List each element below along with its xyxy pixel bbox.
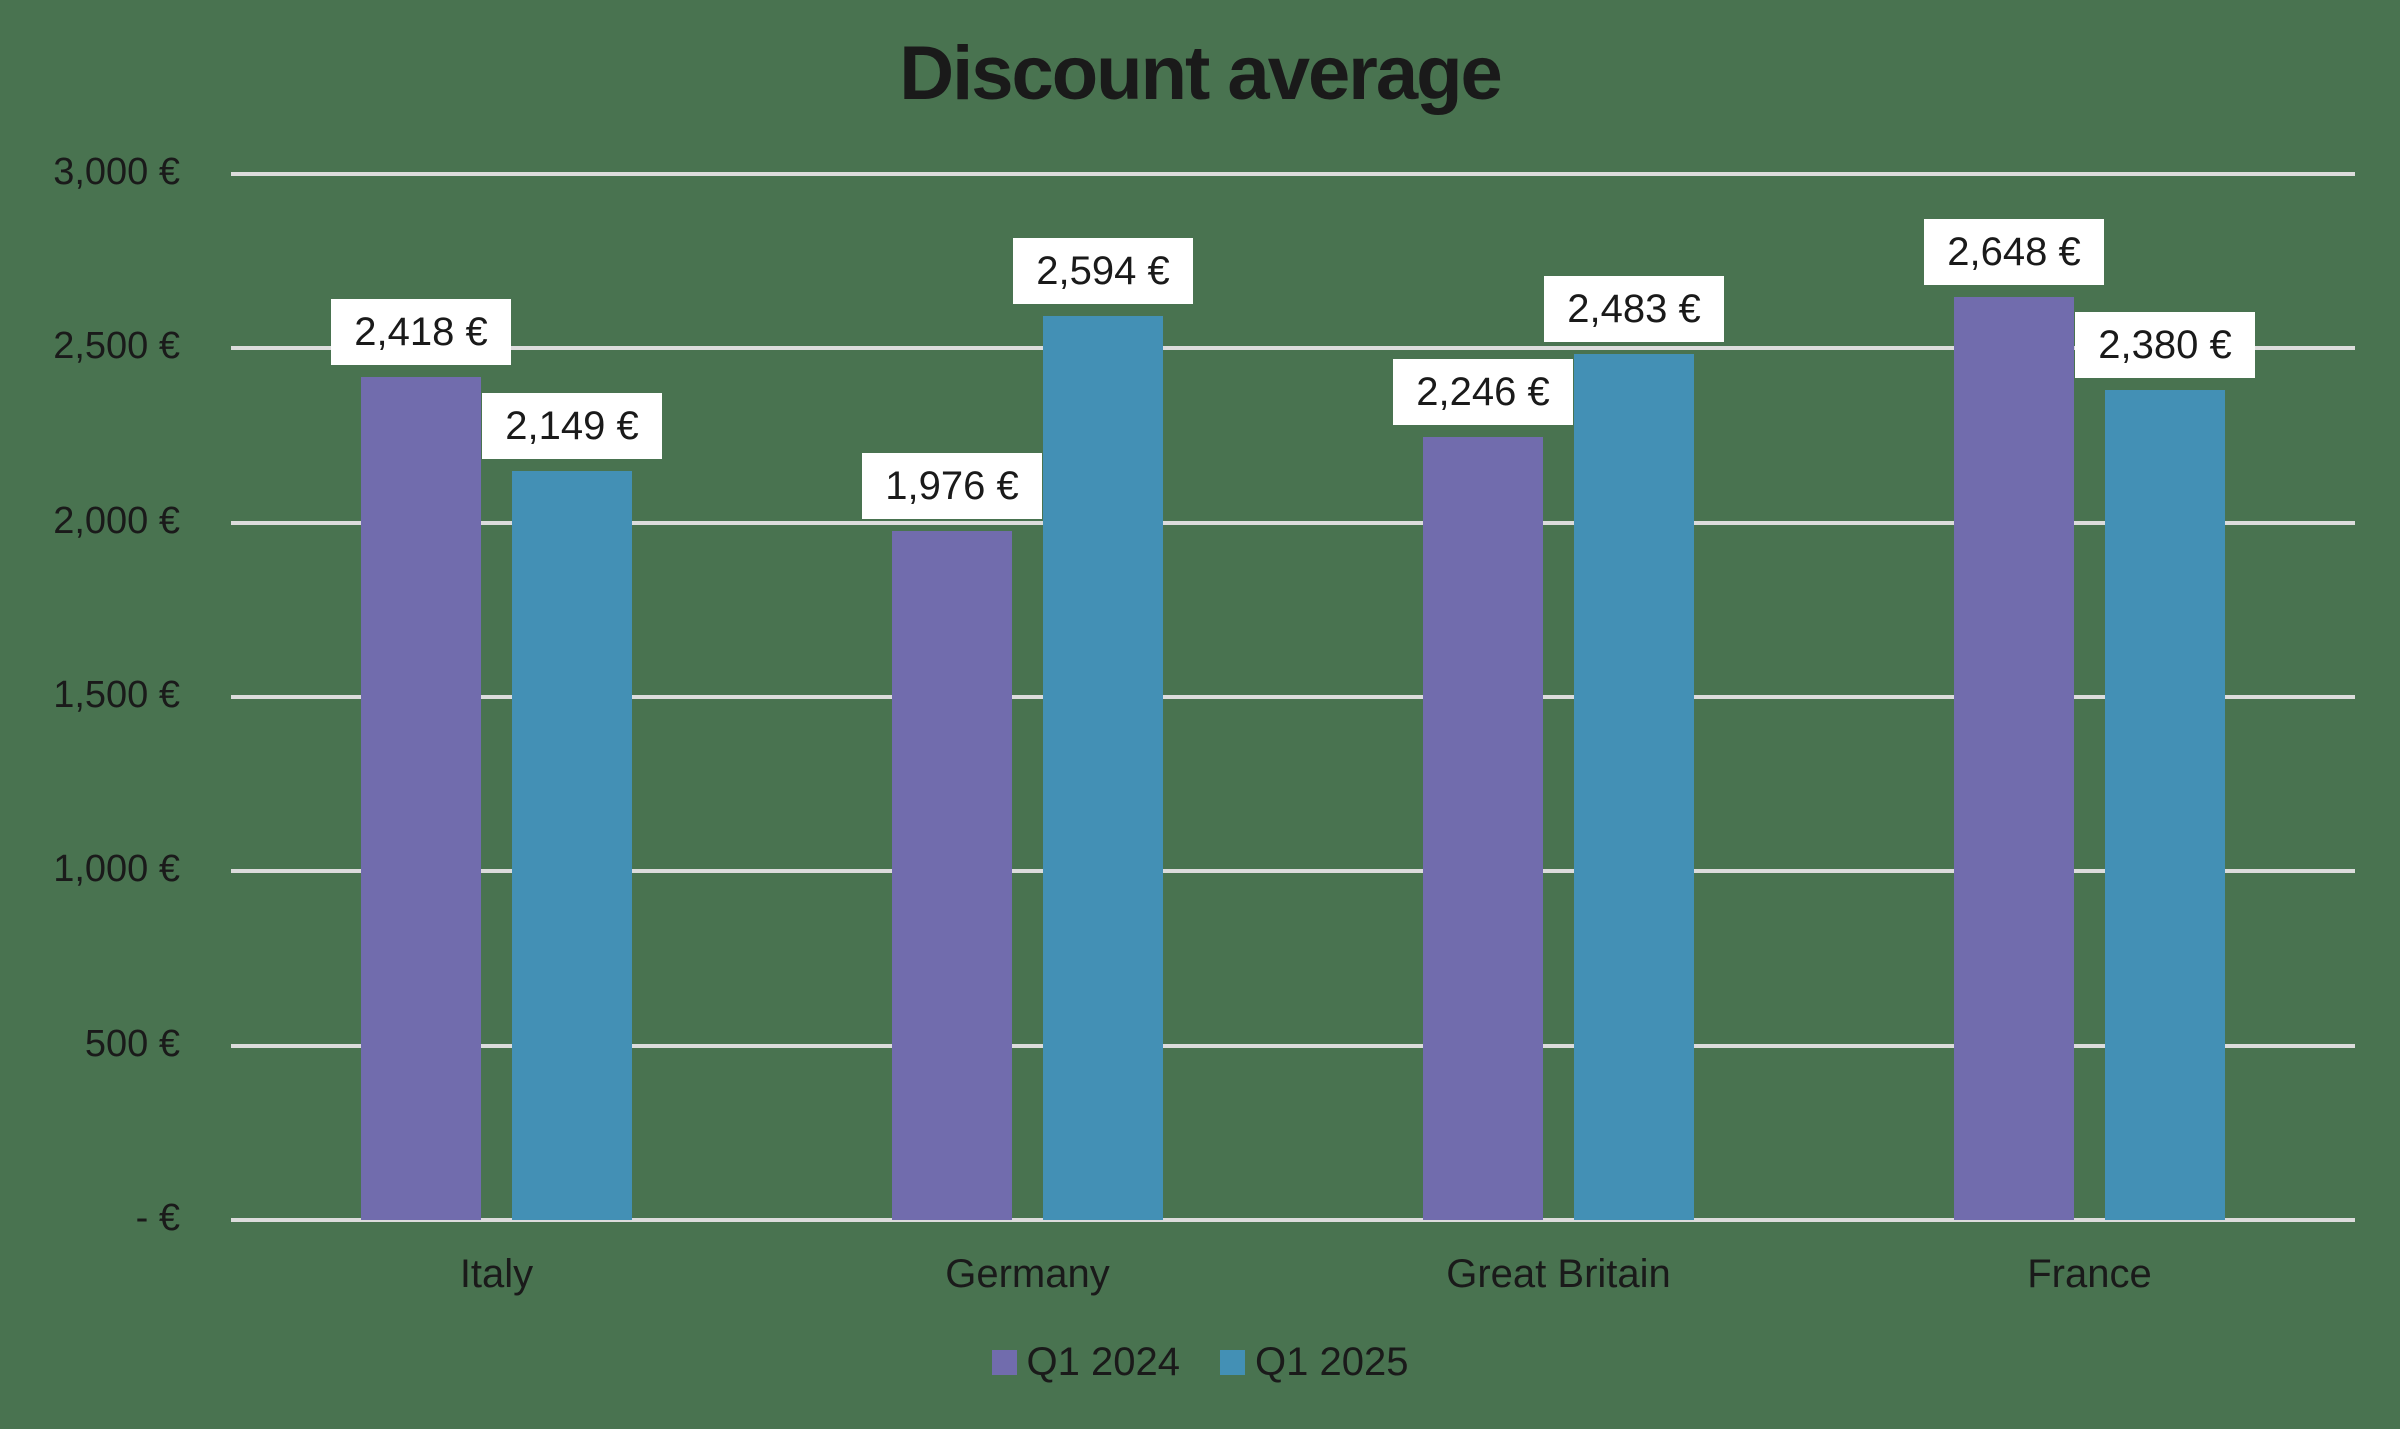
gridline <box>231 346 2355 351</box>
gridline <box>231 1218 2355 1222</box>
bar-france-q1-2024 <box>1954 296 2074 1220</box>
y-axis-tick-label: - € <box>135 1197 180 1239</box>
data-label: 2,418 € <box>331 298 511 365</box>
legend-label: Q1 2025 <box>1255 1340 1409 1384</box>
y-axis-tick-label: 2,000 € <box>53 499 180 542</box>
x-axis-label: Germany <box>945 1252 1110 1296</box>
legend-label: Q1 2024 <box>1026 1340 1180 1384</box>
legend-item: Q1 2025 <box>1220 1337 1408 1387</box>
gridline <box>231 520 2355 525</box>
x-axis-label: Italy <box>459 1252 534 1296</box>
data-label: 2,594 € <box>1013 237 1193 304</box>
gridline <box>231 172 2355 176</box>
bar-italy-q1-2024 <box>361 376 481 1220</box>
y-axis-tick-label: 3,000 € <box>53 151 180 193</box>
bar-germany-q1-2024 <box>892 531 1012 1220</box>
chart-legend: Q1 2024 Q1 2025 <box>0 1337 2400 1387</box>
gridline <box>231 695 2355 699</box>
y-axis-tick-label: 2,500 € <box>53 325 180 368</box>
data-label: 2,380 € <box>2075 312 2255 379</box>
x-axis-label: Great Britain <box>1446 1252 1671 1296</box>
legend-swatch-icon <box>991 1349 1017 1375</box>
chart-title: Discount average <box>899 31 1503 116</box>
legend-swatch-icon <box>1220 1349 1245 1375</box>
x-axis-label: France <box>2027 1252 2152 1296</box>
legend-item: Q1 2024 <box>991 1337 1180 1387</box>
bar-france-q1-2025 <box>2105 390 2225 1220</box>
gridline <box>231 1043 2355 1048</box>
y-axis-tick-label: 1,000 € <box>53 848 180 891</box>
data-label: 1,976 € <box>862 453 1042 520</box>
bar-great-britain-q1-2024 <box>1423 436 1543 1220</box>
bar-germany-q1-2025 <box>1043 315 1163 1220</box>
bar-italy-q1-2025 <box>512 470 632 1220</box>
data-label: 2,246 € <box>1393 358 1573 425</box>
y-axis-tick-label: 500 € <box>84 1022 180 1065</box>
bar-great-britain-q1-2025 <box>1574 354 1694 1220</box>
gridline <box>231 869 2355 874</box>
data-label: 2,149 € <box>482 392 662 459</box>
data-label: 2,648 € <box>1924 218 2104 285</box>
y-axis-tick-label: 1,500 € <box>53 674 180 716</box>
data-label: 2,483 € <box>1544 276 1724 343</box>
